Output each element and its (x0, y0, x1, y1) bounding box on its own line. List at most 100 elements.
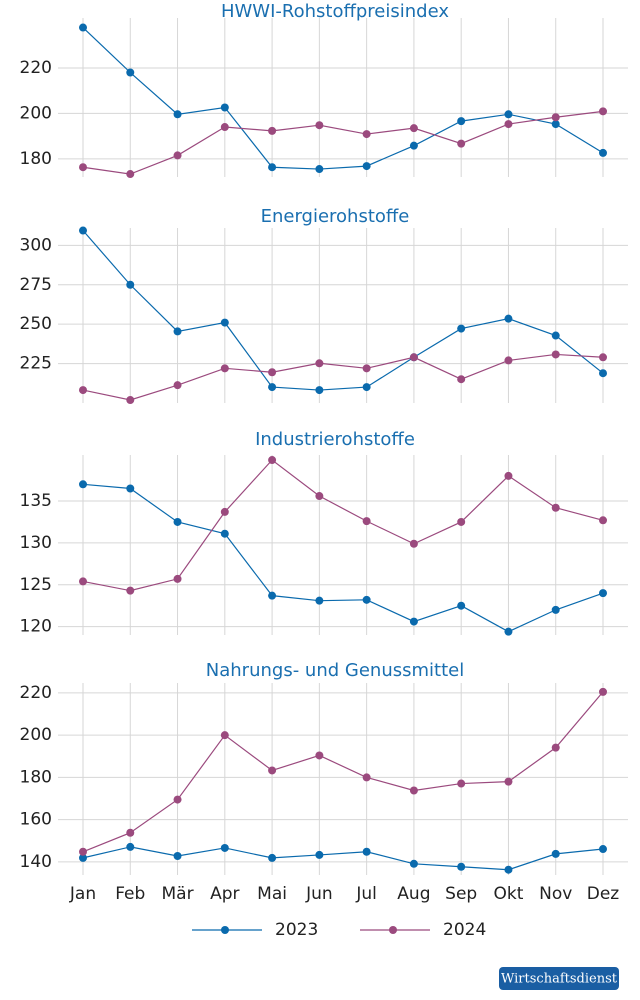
point (551, 331, 560, 340)
point (599, 516, 607, 525)
point (268, 853, 277, 862)
point (315, 850, 324, 859)
point (220, 318, 229, 327)
point (315, 596, 324, 605)
point (504, 356, 513, 365)
point (504, 627, 513, 636)
point (599, 845, 607, 854)
point (362, 847, 371, 856)
point (173, 574, 182, 583)
x-tick-label: Sep (445, 884, 477, 904)
point (409, 786, 418, 795)
legend-label: 2023 (275, 920, 318, 940)
y-tick-label: 275 (20, 275, 52, 295)
point (362, 130, 371, 139)
x-tick-label: Aug (397, 884, 430, 904)
point (457, 117, 466, 126)
point (315, 492, 324, 501)
legend-dot (389, 926, 397, 934)
y-tick-label: 200 (20, 725, 52, 745)
point (79, 847, 87, 856)
point (268, 591, 277, 600)
point (220, 529, 229, 538)
chart-title: Industrierohstoffe (255, 429, 415, 450)
point (457, 324, 466, 333)
point (599, 148, 607, 157)
y-tick-label: 250 (20, 314, 52, 334)
point (599, 353, 607, 362)
point (504, 471, 513, 480)
point (126, 280, 135, 289)
x-tick-label: Jun (305, 884, 333, 904)
point (457, 779, 466, 788)
point (409, 859, 418, 868)
y-tick-label: 140 (20, 852, 52, 872)
point (268, 163, 277, 172)
point (504, 777, 513, 786)
series-line (82, 691, 604, 853)
point (504, 120, 513, 129)
x-tick-label: Dez (587, 884, 620, 904)
y-tick-label: 135 (20, 491, 52, 511)
series-line (82, 230, 604, 391)
point (362, 773, 371, 782)
point (268, 368, 277, 377)
point (457, 517, 466, 526)
point (268, 126, 277, 135)
point (457, 862, 466, 871)
point (315, 751, 324, 760)
y-tick-label: 300 (20, 235, 52, 255)
x-tick-label: Mär (162, 884, 194, 904)
point (504, 314, 513, 323)
y-tick-label: 130 (20, 533, 52, 553)
point (409, 353, 418, 362)
chart-title: Nahrungs- und Genussmittel (206, 660, 464, 681)
point (409, 124, 418, 133)
series-line (82, 483, 604, 633)
y-tick-label: 180 (20, 149, 52, 169)
point (315, 386, 324, 395)
y-tick-label: 125 (20, 575, 52, 595)
x-tick-label: Feb (115, 884, 145, 904)
point (362, 595, 371, 604)
point (79, 23, 87, 32)
point (362, 517, 371, 526)
point (362, 383, 371, 392)
point (79, 853, 87, 862)
point (599, 369, 607, 378)
point (220, 843, 229, 852)
point (173, 851, 182, 860)
x-tick-label: Nov (539, 884, 572, 904)
point (315, 121, 324, 130)
chart-title: HWWI-Rohstoffpreisindex (221, 1, 449, 22)
point (551, 120, 560, 129)
point (79, 386, 87, 395)
point (126, 484, 135, 493)
y-tick-label: 180 (20, 767, 52, 787)
point (173, 517, 182, 526)
point (457, 375, 466, 384)
point (551, 743, 560, 752)
point (79, 577, 87, 586)
point (126, 828, 135, 837)
point (268, 383, 277, 392)
point (457, 601, 466, 610)
point (551, 605, 560, 614)
point (409, 617, 418, 626)
point (409, 539, 418, 548)
point (126, 396, 135, 405)
point (173, 327, 182, 336)
point (551, 350, 560, 359)
point (268, 766, 277, 775)
point (268, 456, 277, 465)
point (504, 110, 513, 119)
point (79, 480, 87, 489)
point (315, 359, 324, 368)
point (457, 139, 466, 148)
legend-dot (221, 926, 229, 934)
point (599, 589, 607, 598)
point (126, 842, 135, 851)
point (551, 849, 560, 858)
point (220, 507, 229, 516)
x-tick-label: Jan (69, 884, 96, 904)
